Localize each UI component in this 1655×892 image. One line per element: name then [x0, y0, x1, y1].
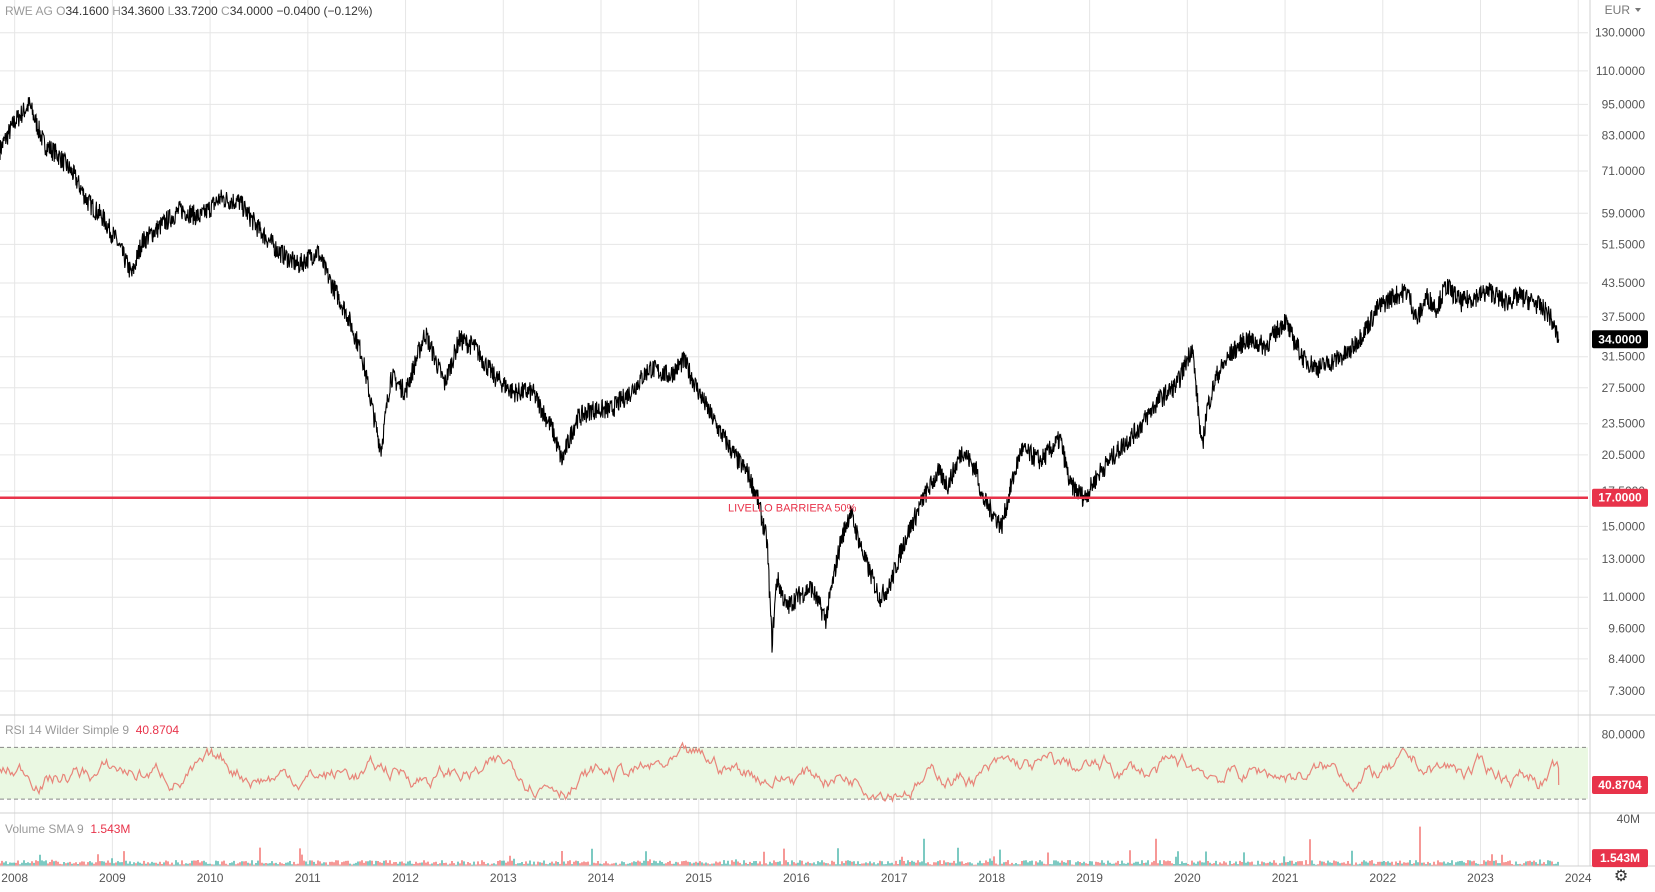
- price-tick-label: 59.0000: [1602, 206, 1646, 220]
- price-tick-label: 110.0000: [1596, 64, 1645, 78]
- price-tick-label: 27.5000: [1602, 381, 1646, 395]
- price-tick-label: 8.4000: [1608, 652, 1645, 666]
- price-line: [0, 97, 1560, 653]
- open-value: 34.1600: [65, 4, 109, 18]
- x-tick-label: 2023: [1467, 871, 1494, 885]
- open-label: O: [56, 4, 66, 18]
- barrier-annotation: LIVELLO BARRIERA 50%: [0, 496, 1588, 515]
- price-tick-label: 20.5000: [1602, 448, 1646, 462]
- volume-value-badge: 1.543M: [1592, 849, 1648, 868]
- volume-down-bars: [0, 826, 1553, 866]
- price-tick-label: 9.6000: [1608, 621, 1645, 635]
- rsi-value-badge-text: 40.8704: [1598, 778, 1642, 792]
- currency-label: EUR: [1605, 3, 1631, 17]
- volume-bars: [0, 826, 1559, 866]
- last-price-badge-text: 34.0000: [1598, 332, 1642, 346]
- x-tick-label: 2017: [881, 871, 908, 885]
- price-header: RWE AG O34.1600 H34.3600 L33.7200 C34.00…: [5, 4, 373, 18]
- volume-value-badge-bg: [1592, 849, 1648, 868]
- last-price-badge-bg: [1592, 330, 1648, 349]
- x-tick-label: 2009: [99, 871, 126, 885]
- rsi-tick-label: 80.0000: [1602, 727, 1646, 741]
- x-tick-label: 2016: [783, 871, 810, 885]
- low-label: L: [167, 4, 175, 18]
- x-tick-label: 2013: [490, 871, 517, 885]
- barrier-badge-text: 17.0000: [1598, 491, 1642, 505]
- barrier-badge: 17.0000: [1592, 488, 1648, 507]
- x-tick-label: 2015: [685, 871, 712, 885]
- price-tick-label: 15.0000: [1602, 519, 1646, 533]
- price-tick-label: 83.0000: [1602, 128, 1646, 142]
- volume-header: Volume SMA 9 1.543M: [5, 822, 130, 836]
- x-tick-label: 2014: [588, 871, 615, 885]
- rsi-line: [0, 741, 1560, 804]
- barrier-badge-bg: [1592, 488, 1648, 507]
- rsi-header: RSI 14 Wilder Simple 9 40.8704: [5, 723, 179, 737]
- x-tick-label: 2021: [1272, 871, 1299, 885]
- rsi-value-badge-bg: [1592, 776, 1648, 795]
- volume-up-bars: [3, 838, 1559, 866]
- low-value: 33.7200: [174, 4, 218, 18]
- rsi-band: [0, 746, 1588, 800]
- volume-value-badge-text: 1.543M: [1600, 851, 1640, 865]
- grid-lines: [0, 0, 1588, 866]
- symbol-label: RWE AG: [5, 4, 53, 18]
- price-tick-label: 13.0000: [1602, 552, 1646, 566]
- price-tick-label: 11.0000: [1603, 590, 1646, 604]
- x-tick-label: 2020: [1174, 871, 1201, 885]
- rsi-band-fill: [0, 747, 1588, 800]
- last-price-badge: 34.0000: [1592, 330, 1648, 349]
- x-tick-label: 2008: [1, 871, 28, 885]
- price-tick-label: 23.5000: [1602, 417, 1646, 431]
- price-series: [0, 97, 1560, 653]
- rsi-series: [0, 741, 1560, 804]
- high-label: H: [112, 4, 121, 18]
- x-tick-label: 2012: [392, 871, 419, 885]
- volume-tick-label: 40M: [1617, 812, 1640, 826]
- price-tick-label: 130.0000: [1595, 26, 1645, 40]
- rsi-label: RSI 14 Wilder Simple 9: [5, 723, 130, 737]
- close-value: 34.0000: [229, 4, 274, 18]
- rsi-value-badge: 40.8704: [1592, 776, 1648, 795]
- price-tick-label: 7.3000: [1608, 684, 1645, 698]
- value-badges: 34.0000 17.0000 40.8704 1.543M: [1592, 330, 1648, 868]
- barrier-label: LIVELLO BARRIERA 50%: [728, 503, 857, 515]
- price-tick-label: 43.5000: [1602, 276, 1646, 290]
- x-tick-label: 2010: [197, 871, 224, 885]
- price-tick-label: 37.5000: [1602, 310, 1646, 324]
- gear-icon[interactable]: ⚙: [1613, 868, 1629, 885]
- volume-label: Volume SMA 9: [5, 822, 84, 836]
- change-value: −0.0400 (−0.12%): [276, 4, 373, 18]
- price-tick-label: 95.0000: [1602, 97, 1646, 111]
- price-tick-label: 71.0000: [1602, 164, 1646, 178]
- high-value: 34.3600: [120, 4, 165, 18]
- close-label: C: [221, 4, 230, 18]
- rsi-value: 40.8704: [135, 723, 180, 737]
- price-tick-label: 31.5000: [1602, 350, 1646, 364]
- chevron-down-icon: [1635, 8, 1641, 12]
- x-tick-label: 2018: [979, 871, 1006, 885]
- x-tick-label: 2019: [1076, 871, 1103, 885]
- volume-value: 1.543M: [90, 822, 131, 836]
- x-tick-label: 2024: [1565, 871, 1592, 885]
- x-tick-label: 2011: [295, 871, 321, 885]
- price-tick-label: 51.5000: [1602, 237, 1646, 251]
- x-tick-label: 2022: [1369, 871, 1396, 885]
